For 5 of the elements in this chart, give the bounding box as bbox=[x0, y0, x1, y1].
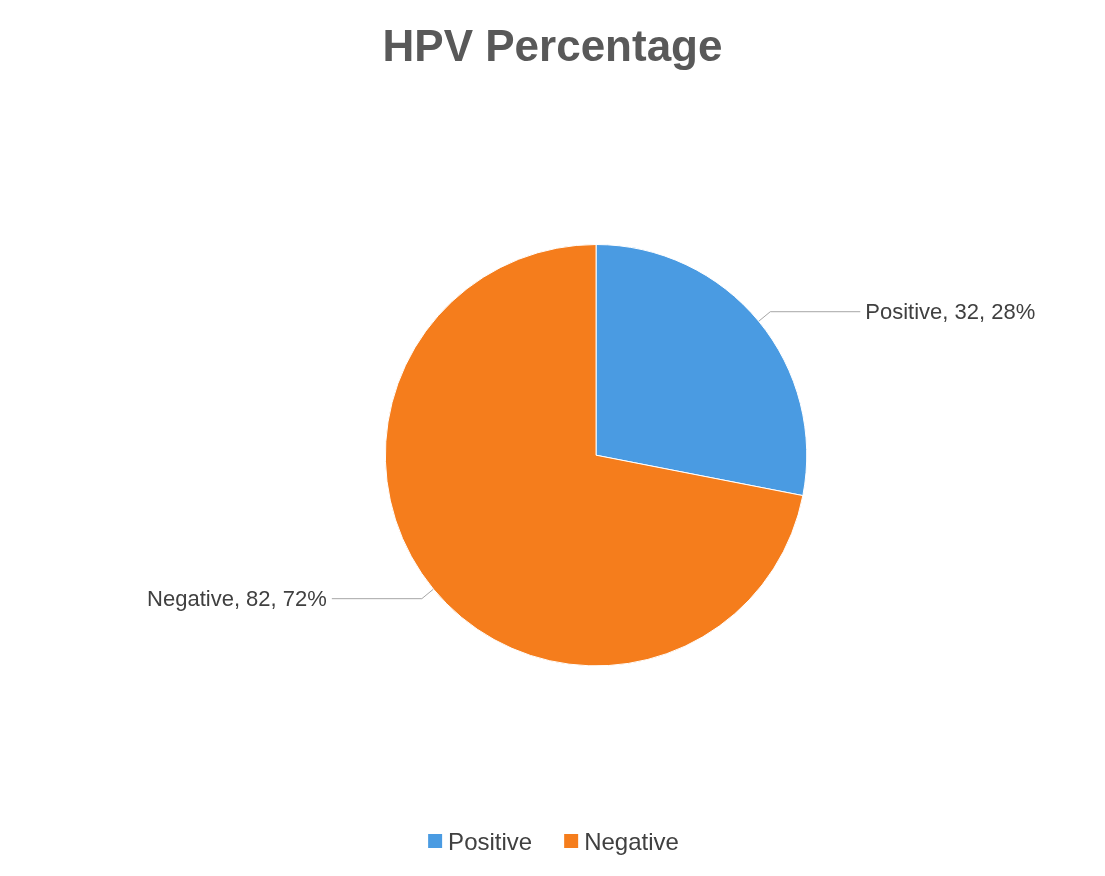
data-label: Negative, 82, 72% bbox=[147, 586, 327, 612]
legend-label: Positive bbox=[448, 827, 533, 855]
data-label: Positive, 32, 28% bbox=[865, 299, 1036, 325]
chart-title: HPV Percentage bbox=[382, 20, 723, 70]
legend-label: Negative bbox=[584, 827, 679, 855]
